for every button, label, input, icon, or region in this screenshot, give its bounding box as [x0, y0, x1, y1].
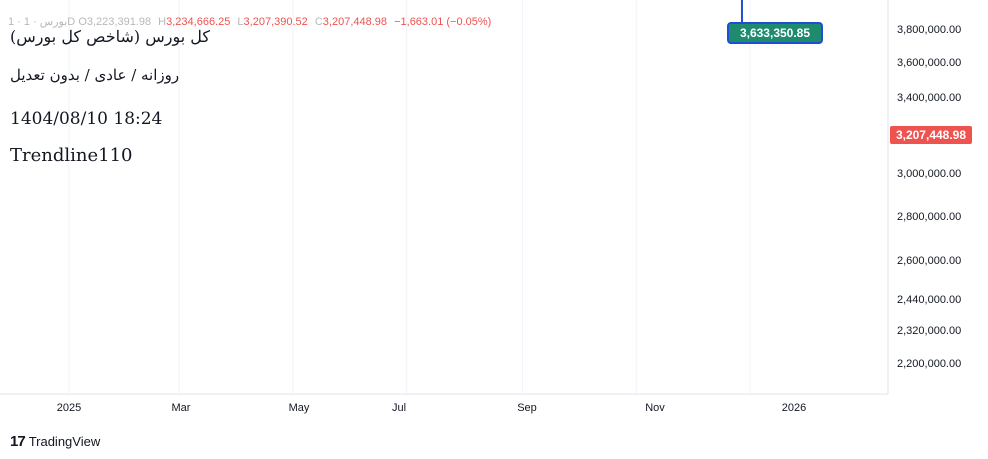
y-tick-2200000: 2,200,000.00: [897, 358, 962, 370]
y-tick-2440000: 2,440,000.00: [897, 294, 962, 306]
datetime-label: 1404/08/10 18:24: [10, 109, 163, 129]
y-tick-3600000: 3,600,000.00: [897, 57, 962, 69]
y-tick-3400000: 3,400,000.00: [897, 92, 962, 104]
x-tick-2025: 2025: [56, 402, 82, 414]
tradingview-logo[interactable]: 17 TradingView: [10, 433, 100, 450]
indicator-label: Trendline110: [10, 145, 133, 166]
tradingview-wordmark: TradingView: [28, 434, 101, 449]
ohlc-low: L3,207,390.52: [237, 16, 308, 28]
y-tick-3000000: 3,000,000.00: [897, 168, 962, 180]
x-tick-jul: Jul: [391, 402, 407, 414]
ohlc-open: O3,223,391.98: [78, 16, 152, 28]
y-tick-3800000: 3,800,000.00: [897, 24, 962, 36]
last-price-tag: 3,207,448.98: [890, 126, 972, 144]
symbol-faded: 1 · بورس · 1D: [8, 16, 76, 28]
target-price-label[interactable]: 3,633,350.85: [727, 22, 823, 44]
tradingview-icon: 17: [10, 433, 26, 450]
ohlc-high: H3,234,666.25: [158, 16, 231, 28]
ohlc-close: C3,207,448.98: [314, 16, 388, 28]
ohlc-legend: 1 · بورس · 1D O3,223,391.98 H3,234,666.2…: [8, 15, 491, 28]
x-tick-sep: Sep: [517, 402, 537, 414]
y-tick-2800000: 2,800,000.00: [897, 211, 962, 223]
ohlc-change: −1,663.01 (−0.05%): [394, 16, 492, 28]
x-tick-nov: Nov: [645, 402, 665, 414]
timeframe-subtitle: روزانه / عادی / بدون تعدیل: [10, 66, 180, 84]
chart-grid: [68, 0, 751, 394]
index-title: (کل بورس (شاخص کل بورس: [10, 27, 211, 46]
x-tick-mar: Mar: [171, 402, 191, 414]
y-tick-2320000: 2,320,000.00: [897, 325, 962, 337]
x-tick-may: May: [288, 402, 310, 414]
x-tick-2026: 2026: [781, 402, 807, 414]
y-tick-2600000: 2,600,000.00: [897, 255, 962, 267]
